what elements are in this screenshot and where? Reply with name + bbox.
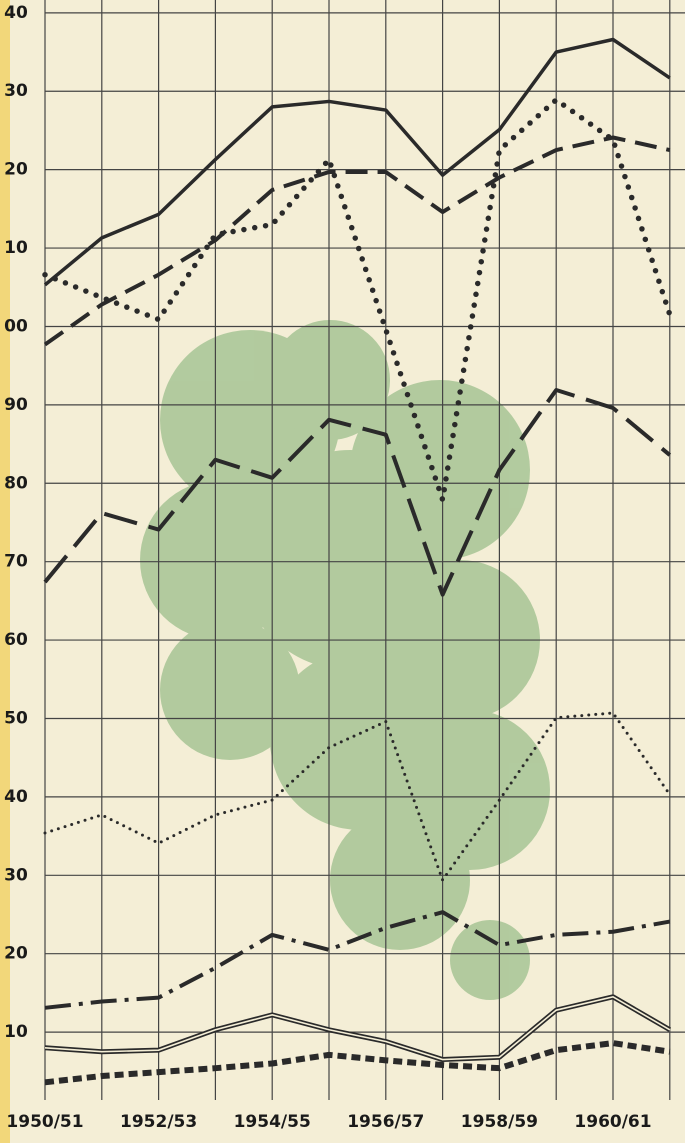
- y-tick-label: 20: [4, 944, 28, 964]
- x-tick-label: 1952/53: [120, 1112, 197, 1132]
- y-tick-label: 50: [4, 708, 28, 728]
- x-tick-label: 1950/51: [6, 1112, 83, 1132]
- x-tick-label: 1958/59: [461, 1112, 538, 1132]
- y-tick-label: 10: [4, 238, 28, 258]
- x-tick-label: 1956/57: [347, 1112, 424, 1132]
- y-tick-label: 10: [4, 1022, 28, 1042]
- y-tick-label: 60: [4, 630, 28, 650]
- y-tick-label: 00: [4, 316, 28, 336]
- x-tick-label: 1954/55: [234, 1112, 311, 1132]
- y-tick-label: 20: [4, 160, 28, 180]
- chart: 1950/51 1952/53 1954/55 1956/57 1958/59 1960/…: [0, 0, 685, 1143]
- x-tick-label: 1960/61: [574, 1112, 651, 1132]
- y-tick-label: 90: [4, 395, 28, 415]
- y-tick-label: 40: [4, 3, 28, 23]
- y-tick-label: 40: [4, 787, 28, 807]
- y-tick-label: 30: [4, 865, 28, 885]
- y-tick-label: 30: [4, 81, 28, 101]
- series-line: [45, 138, 670, 345]
- y-tick-label: 80: [4, 473, 28, 493]
- y-tick-label: 70: [4, 552, 28, 572]
